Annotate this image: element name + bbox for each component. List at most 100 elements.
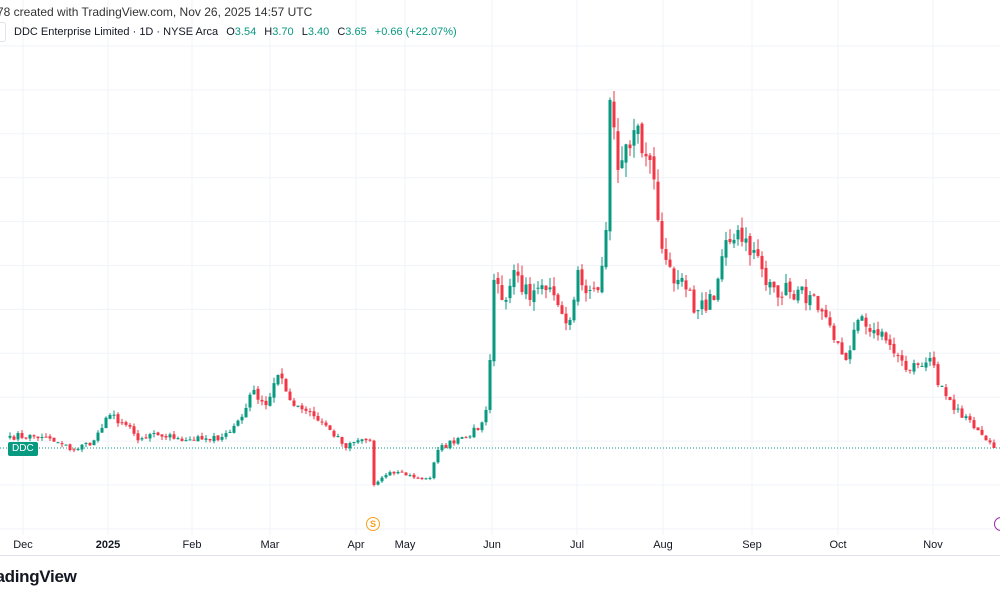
candle-body [232,425,236,433]
candle-body [336,436,340,438]
candle-body [532,290,536,303]
candle-body [48,436,52,439]
candle-body [884,332,888,341]
created-with-text: 78 created with TradingView.com, Nov 26,… [0,5,313,19]
candle-body [116,414,120,424]
candle-body [428,477,432,479]
candle-body [192,439,196,441]
candle-body [520,275,524,293]
candle-body [684,280,688,290]
candle-body [208,438,212,441]
candle-body [32,435,36,437]
candle-body [56,442,60,444]
candle-body [724,240,728,258]
candle-body [680,277,684,282]
candle-body [408,475,412,477]
candle-body [128,424,132,427]
candle-body [972,420,976,429]
x-tick-label: Feb [182,539,202,551]
candle-body [352,441,356,443]
candle-body [164,436,168,438]
candle-body [828,317,832,326]
candle-body [372,440,376,485]
candle-body [256,388,260,400]
candle-body [60,443,64,445]
candle-body [920,365,924,367]
candle-body [360,439,364,442]
candle-body [768,282,772,288]
candle-body [324,422,328,426]
candle-body [800,286,804,291]
candle-body [908,369,912,371]
x-tick-label: Dec [13,539,33,551]
candle-body [872,330,876,334]
candle-body [460,437,464,439]
candle-body [856,319,860,331]
candle-body [568,319,572,326]
candle-body [588,290,592,292]
candle-body [384,475,388,478]
candle-body [220,436,224,440]
candle-body [212,435,216,442]
candle-body [640,123,644,154]
candle-body [136,433,140,441]
candle-body [756,249,760,256]
x-tick-label: Oct [829,539,847,551]
candle-body [544,285,548,291]
candle-body [976,427,980,431]
candle-body [880,331,884,337]
candle-body [728,239,732,243]
candle-body [876,329,880,336]
candle-body [108,415,112,419]
candle-body [616,131,620,170]
candle-body [380,477,384,482]
candle-body [844,352,848,360]
candle-body [548,287,552,290]
candle-body [692,289,696,313]
candle-body [88,442,92,446]
candle-body [272,383,276,398]
candle-body [960,408,964,418]
legend-toggle-button[interactable] [0,22,6,42]
candle-body [68,444,72,451]
candle-body [464,437,468,439]
candle-body [776,285,780,298]
candle-body [276,374,280,385]
candle-body [488,360,492,410]
candle-body [504,299,508,302]
high-value: 3.70 [272,26,294,38]
candle-body [260,399,264,402]
candle-body [448,440,452,449]
candle-body [648,155,652,161]
candle-body [584,285,588,294]
candle-body [748,235,752,256]
candle-body [76,448,80,450]
candle-body [552,286,556,296]
candle-body [964,416,968,419]
x-tick-label: Nov [923,539,943,551]
candle-body [892,343,896,354]
candle-body [344,443,348,448]
candle-body [772,281,776,288]
candle-body [840,342,844,355]
candle-body [72,449,76,451]
candle-body [248,394,252,408]
candle-body [916,363,920,365]
candle-body [216,435,220,441]
candle-body [676,279,680,285]
candle-body [904,360,908,370]
candle-body [812,294,816,296]
candle-body [936,364,940,386]
candle-body [780,296,784,298]
candle-body [604,229,608,268]
x-tick-label: Jun [483,539,501,551]
candle-body [392,471,396,474]
x-tick-label: Aug [653,539,673,551]
candle-body [160,434,164,437]
close-label: C [337,26,346,38]
candle-body [364,438,368,441]
candle-body [784,282,788,296]
candle-body [732,239,736,244]
dollar-circle-icon[interactable]: S [366,517,380,531]
